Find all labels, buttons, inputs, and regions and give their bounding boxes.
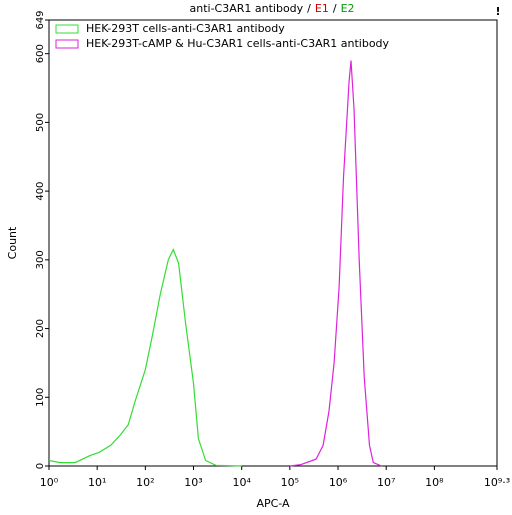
y-tick-label: 300 <box>35 250 46 269</box>
title-part: E2 <box>341 2 355 15</box>
legend-swatch <box>55 39 79 49</box>
legend-label: HEK-293T cells-anti-C3AR1 antibody <box>86 22 285 35</box>
corner-mark: ! <box>495 5 500 18</box>
y-tick-label: 500 <box>35 113 46 132</box>
x-tick-label: 10⁸ <box>425 476 444 489</box>
y-tick-label: 649 <box>35 10 46 29</box>
histogram-line <box>48 247 242 467</box>
legend-swatch <box>55 24 79 34</box>
x-tick-label: 10⁹·³ <box>484 476 510 489</box>
x-tick-label: 10⁷ <box>377 476 395 489</box>
x-tick-label: 10³ <box>184 476 202 489</box>
title-part: E1 <box>315 2 329 15</box>
x-tick-label: 10² <box>136 476 154 489</box>
x-tick-label: 10⁰ <box>40 476 59 489</box>
y-tick-label: 400 <box>35 182 46 201</box>
x-tick-label: 10⁴ <box>232 476 251 489</box>
title-part: / <box>333 2 337 15</box>
title-part: anti-C3AR1 antibody <box>189 2 303 15</box>
x-tick-label: 10⁵ <box>281 476 299 489</box>
x-tick-label: 10⁶ <box>329 476 348 489</box>
y-tick-label: 600 <box>35 44 46 63</box>
plot-frame <box>48 19 498 467</box>
histogram-line <box>289 60 382 467</box>
y-tick-label: 100 <box>35 388 46 407</box>
y-axis-label: Count <box>6 226 19 259</box>
x-axis-label: APC-A <box>256 497 290 510</box>
x-tick-label: 10¹ <box>88 476 106 489</box>
legend-label: HEK-293T-cAMP & Hu-C3AR1 cells-anti-C3AR… <box>86 37 390 50</box>
chart-title: anti-C3AR1 antibody / E1 / E2 <box>189 2 354 15</box>
y-tick-label: 0 <box>35 463 46 469</box>
y-tick-label: 200 <box>35 319 46 338</box>
title-part: / <box>307 2 311 15</box>
